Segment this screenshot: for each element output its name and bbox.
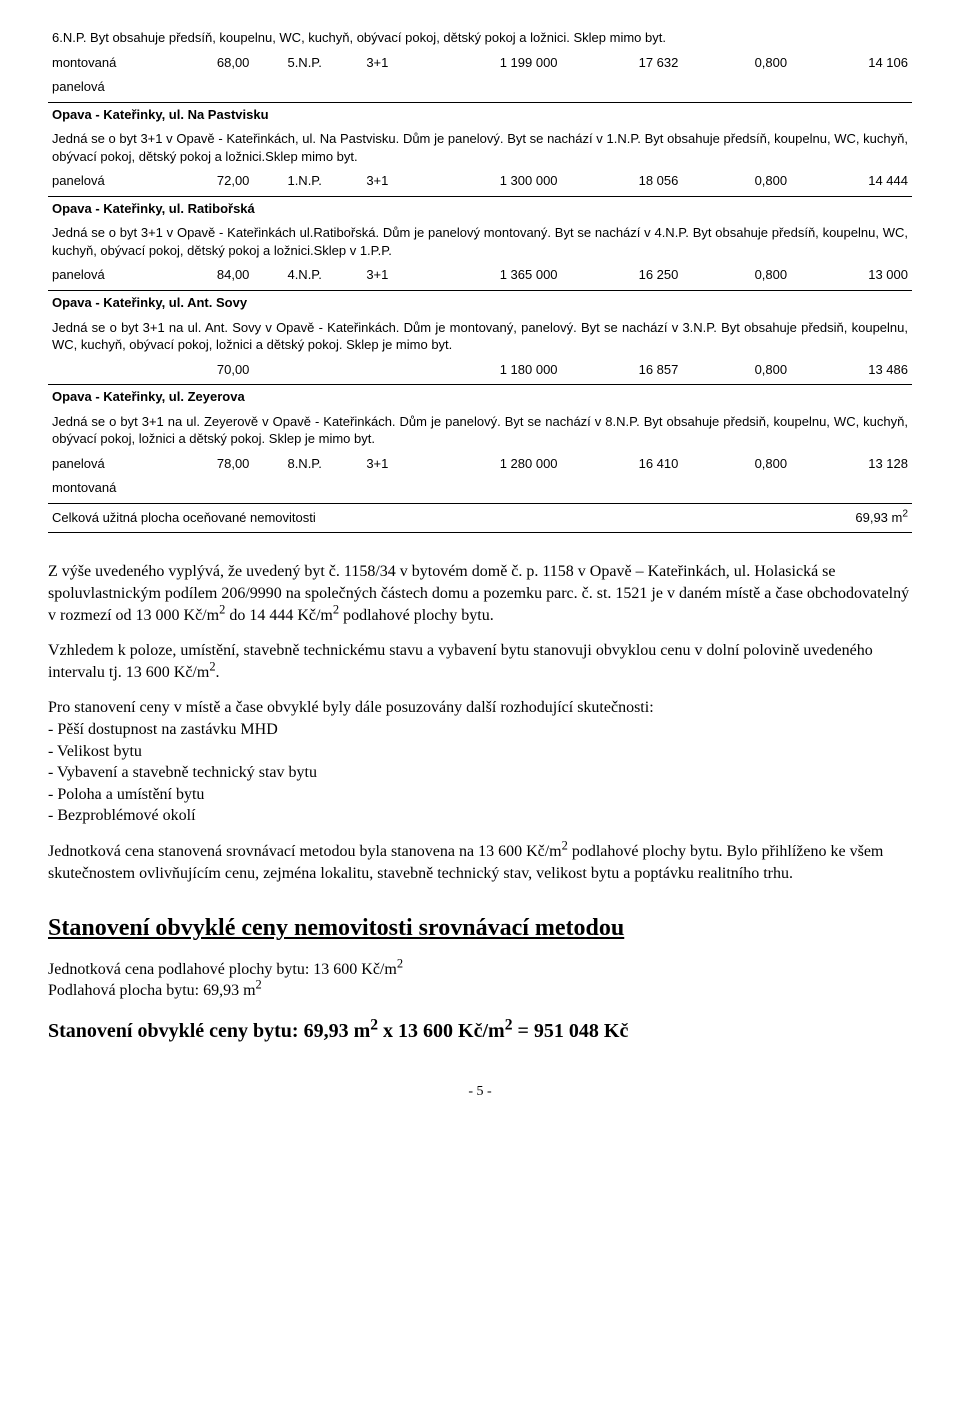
factors-list: - Pěší dostupnost na zastávku MHD- Velik… (48, 719, 912, 827)
description: Jedná se o byt 3+1 v Opavě - Kateřinkách… (48, 223, 912, 261)
location-heading: Opava - Kateřinky, ul. Zeyerova (48, 387, 912, 408)
cell: 17 632 (562, 53, 683, 74)
cell: panelová (48, 77, 158, 98)
cell: 18 056 (562, 171, 683, 192)
sup: 2 (370, 1016, 378, 1033)
cell: panelová (48, 265, 181, 286)
sup: 2 (397, 956, 403, 970)
text: Jednotková cena stanovená srovnávací met… (48, 843, 562, 860)
cell: 1 199 000 (392, 53, 561, 74)
cell: panelová (48, 171, 181, 192)
divider (48, 532, 912, 533)
cell: 1 280 000 (392, 454, 561, 475)
text: podlahové plochy bytu. (339, 607, 494, 624)
cell: 16 250 (562, 265, 683, 286)
cell: 0,800 (682, 265, 791, 286)
location-heading: Opava - Kateřinky, ul. Ant. Sovy (48, 293, 912, 314)
cell: 13 128 (791, 454, 912, 475)
totals-label: Celková užitná plocha oceňované nemovito… (48, 506, 754, 529)
comparison-table: 6.N.P. Byt obsahuje předsíň, koupelnu, W… (48, 28, 912, 533)
cell: panelová (48, 454, 181, 475)
description: 6.N.P. Byt obsahuje předsíň, koupelnu, W… (48, 28, 912, 49)
cell: 72,00 (181, 171, 254, 192)
totals-value: 69,93 m2 (754, 506, 912, 529)
location-heading: Opava - Kateřinky, ul. Ratibořská (48, 199, 912, 220)
cell: 84,00 (181, 265, 254, 286)
cell (326, 360, 392, 381)
section-heading: Stanovení obvyklé ceny nemovitosti srovn… (48, 912, 912, 944)
cell: 3+1 (326, 53, 392, 74)
area-line: Podlahová plocha bytu: 69,93 m2 (48, 980, 912, 1002)
cell: 0,800 (682, 53, 791, 74)
cell: 3+1 (326, 171, 392, 192)
divider (48, 384, 912, 385)
text: Vzhledem k poloze, umístění, stavebně te… (48, 642, 873, 681)
cell: 0,800 (682, 360, 791, 381)
text: . (216, 664, 220, 681)
text: = 951 048 Kč (513, 1020, 629, 1042)
cell: 13 486 (791, 360, 912, 381)
result-line: Stanovení obvyklé ceny bytu: 69,93 m2 x … (48, 1018, 912, 1045)
cell: 68,00 (181, 53, 254, 74)
cell: 13 000 (791, 265, 912, 286)
cell: 4.N.P. (253, 265, 326, 286)
description: Jedná se o byt 3+1 na ul. Ant. Sovy v Op… (48, 318, 912, 356)
factor-item: - Bezproblémové okolí (48, 805, 912, 827)
cell (48, 360, 181, 381)
cell: montovaná (48, 478, 158, 499)
divider (48, 196, 912, 197)
factor-item: - Pěší dostupnost na zastávku MHD (48, 719, 912, 741)
factor-item: - Poloha a umístění bytu (48, 784, 912, 806)
text: do 14 444 Kč/m (225, 607, 333, 624)
calc-lines: Jednotková cena podlahové plochy bytu: 1… (48, 959, 912, 1002)
cell: 0,800 (682, 454, 791, 475)
unit-price-line: Jednotková cena podlahové plochy bytu: 1… (48, 959, 912, 981)
paragraph-method: Jednotková cena stanovená srovnávací met… (48, 841, 912, 884)
paragraph-factors-intro: Pro stanovení ceny v místě a čase obvykl… (48, 697, 912, 719)
description: Jedná se o byt 3+1 na ul. Zeyerově v Opa… (48, 412, 912, 450)
divider (48, 290, 912, 291)
text: Jednotková cena podlahové plochy bytu: 1… (48, 961, 397, 978)
text: Podlahová plocha bytu: 69,93 m (48, 982, 256, 999)
cell: 3+1 (326, 454, 392, 475)
factor-item: - Velikost bytu (48, 741, 912, 763)
cell: 16 857 (562, 360, 683, 381)
divider (48, 503, 912, 504)
cell: 70,00 (181, 360, 254, 381)
description: Jedná se o byt 3+1 v Opavě - Kateřinkách… (48, 129, 912, 167)
cell: 16 410 (562, 454, 683, 475)
paragraph-conclusion-price: Vzhledem k poloze, umístění, stavebně te… (48, 640, 912, 683)
sup: 2 (256, 978, 262, 992)
cell: 1.N.P. (253, 171, 326, 192)
body-text: Z výše uvedeného vyplývá, že uvedený byt… (48, 561, 912, 884)
cell (253, 360, 326, 381)
cell: 3+1 (326, 265, 392, 286)
cell: 78,00 (181, 454, 254, 475)
text: x 13 600 Kč/m (378, 1020, 505, 1042)
paragraph-valuation-range: Z výše uvedeného vyplývá, že uvedený byt… (48, 561, 912, 626)
cell: 1 180 000 (392, 360, 561, 381)
divider (48, 102, 912, 103)
location-heading: Opava - Kateřinky, ul. Na Pastvisku (48, 105, 912, 126)
cell: 0,800 (682, 171, 791, 192)
factor-item: - Vybavení a stavebně technický stav byt… (48, 762, 912, 784)
cell: 1 365 000 (392, 265, 561, 286)
cell: 14 444 (791, 171, 912, 192)
cell: 14 106 (791, 53, 912, 74)
text: Stanovení obvyklé ceny bytu: 69,93 m (48, 1020, 370, 1042)
page-number: - 5 - (48, 1083, 912, 1102)
cell: 1 300 000 (392, 171, 561, 192)
cell: montovaná (48, 53, 181, 74)
cell: 5.N.P. (253, 53, 326, 74)
sup: 2 (505, 1016, 513, 1033)
cell: 8.N.P. (253, 454, 326, 475)
